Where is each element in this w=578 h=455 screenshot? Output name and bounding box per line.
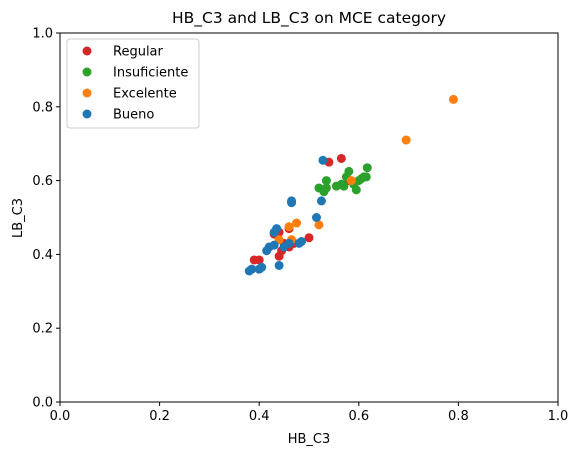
point-excelente-3 [292,218,302,228]
point-excelente-5 [346,176,356,186]
point-insuficiente-10 [351,185,361,195]
point-bueno-18 [318,155,328,165]
point-insuficiente-14 [361,172,371,182]
x-tick-label: 0.4 [249,409,270,424]
legend: Regular Insuficiente Excelente Bueno [66,38,200,129]
legend-marker-bueno [82,109,92,119]
legend-marker-insuficiente [82,67,92,77]
y-tick-label: 0.4 [32,248,53,263]
chart-title: HB_C3 and LB_C3 on MCE category [172,9,446,28]
legend-box [66,38,200,129]
plot-frame [59,32,559,403]
y-tick-label: 1.0 [32,27,53,42]
legend-label-excelente: Excelente [113,87,177,102]
x-tick-label: 0.8 [448,409,469,424]
legend-marker-regular [82,46,92,56]
point-excelente-4 [314,220,324,230]
point-insuficiente-2 [321,183,331,193]
point-excelente-6 [401,135,411,145]
y-axis-ticks: 0.0 0.2 0.4 0.6 0.8 1.0 [32,27,60,411]
x-tick-label: 0.2 [149,409,170,424]
x-tick-label: 0.0 [50,409,71,424]
point-regular-12 [336,153,346,163]
point-bueno-9 [274,260,284,270]
point-excelente-1 [284,222,294,232]
y-tick-label: 0.0 [32,396,53,411]
point-bueno-13 [287,196,297,206]
y-axis-label: LB_C3 [11,198,26,238]
legend-label-bueno: Bueno [113,108,154,123]
legend-marker-excelente [82,88,92,98]
data-points [244,94,458,276]
y-tick-label: 0.8 [32,100,53,115]
point-bueno-11 [284,238,294,248]
legend-label-insuficiente: Insuficiente [113,66,188,81]
point-insuficiente-6 [339,181,349,191]
point-insuficiente-15 [362,163,372,173]
point-bueno-6 [269,240,279,250]
point-bueno-15 [297,236,307,246]
point-bueno-8 [272,224,282,234]
legend-label-regular: Regular [113,45,164,60]
x-tick-label: 1.0 [548,409,569,424]
point-regular-10 [304,233,314,243]
y-tick-label: 0.6 [32,174,53,189]
x-axis-label: HB_C3 [288,432,331,447]
point-regular-1 [254,255,264,265]
y-tick-label: 0.2 [32,322,53,337]
point-bueno-1 [247,264,257,274]
point-bueno-17 [316,196,326,206]
x-tick-label: 0.6 [348,409,369,424]
point-bueno-3 [257,262,267,272]
x-axis-ticks: 0.0 0.2 0.4 0.6 0.8 1.0 [50,402,569,424]
point-insuficiente-3 [321,176,331,186]
point-bueno-16 [311,213,321,222]
point-insuficiente-8 [344,166,354,176]
point-excelente-7 [448,94,458,104]
